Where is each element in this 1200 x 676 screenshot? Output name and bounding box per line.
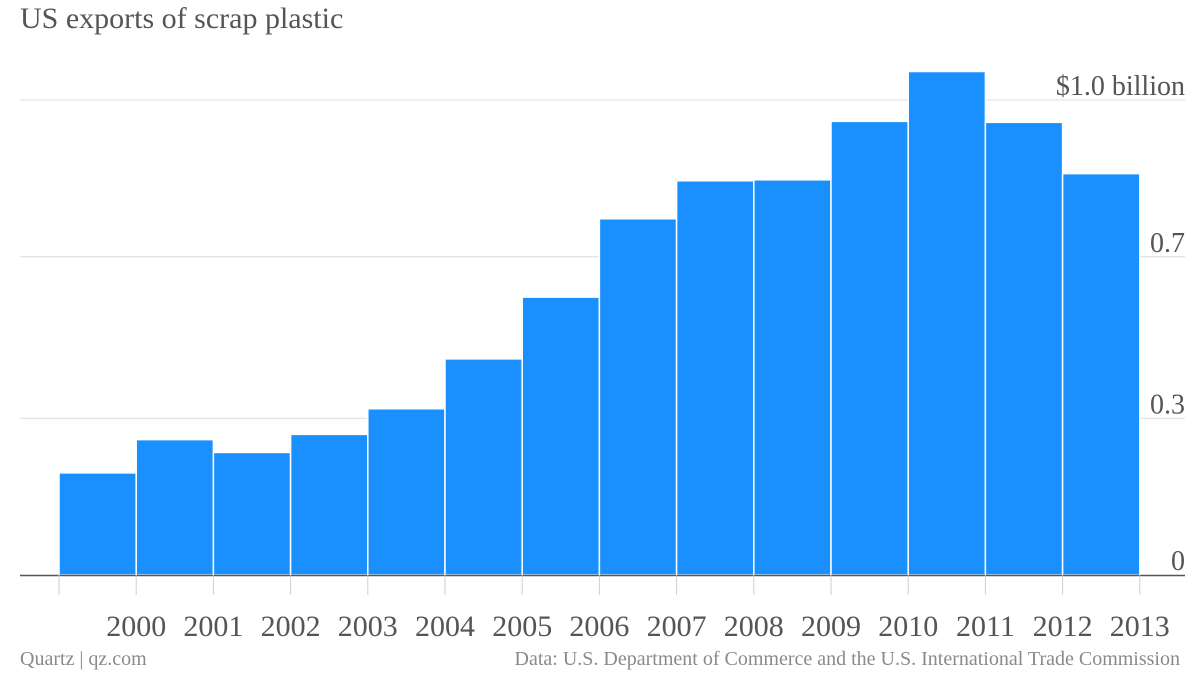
y-tick-label: 0.3 <box>1150 389 1185 420</box>
x-tick-label: 2005 <box>492 610 552 643</box>
y-tick-label: 0 <box>1171 546 1185 577</box>
bar <box>830 120 909 576</box>
x-tick-labels: 2000 2001 2002 2003 2004 2005 2006 2007 2008 2009… <box>106 610 1170 643</box>
footer-source: Data: U.S. Department of Commerce and th… <box>514 648 1180 670</box>
bar <box>521 296 601 576</box>
bar <box>1061 172 1141 576</box>
bar <box>212 451 292 576</box>
bars <box>58 70 1141 576</box>
x-tick-label: 2004 <box>415 610 475 643</box>
bar <box>753 179 832 576</box>
x-tick-label: 2003 <box>338 610 398 643</box>
footer-credit: Quartz | qz.com <box>20 648 147 670</box>
x-tick-label: 2000 <box>106 610 166 643</box>
bar <box>598 218 678 576</box>
y-tick-labels: 0 0.3 0.7 $1.0 billion <box>1056 71 1185 577</box>
bar <box>135 438 215 576</box>
chart-title: US exports of scrap plastic <box>20 2 344 35</box>
x-tick-label: 2001 <box>183 610 243 643</box>
bar <box>289 433 369 576</box>
x-tick-label: 2011 <box>956 610 1015 643</box>
bar <box>984 121 1064 576</box>
x-axis <box>20 574 1185 595</box>
bar <box>675 180 755 576</box>
bar <box>907 70 987 576</box>
x-tick-label: 2013 <box>1110 610 1170 643</box>
bar <box>367 408 446 576</box>
x-tick-label: 2006 <box>569 610 629 643</box>
x-tick-label: 2008 <box>724 610 784 643</box>
y-tick-label: 0.7 <box>1150 228 1185 259</box>
y-tick-label: $1.0 billion <box>1056 71 1185 102</box>
x-tick-label: 2012 <box>1033 610 1093 643</box>
bar <box>444 358 523 576</box>
x-tick-label: 2002 <box>261 610 321 643</box>
x-tick-label: 2009 <box>801 610 861 643</box>
x-tick-label: 2010 <box>878 610 938 643</box>
x-tick-label: 2007 <box>647 610 707 643</box>
bar <box>58 472 137 576</box>
